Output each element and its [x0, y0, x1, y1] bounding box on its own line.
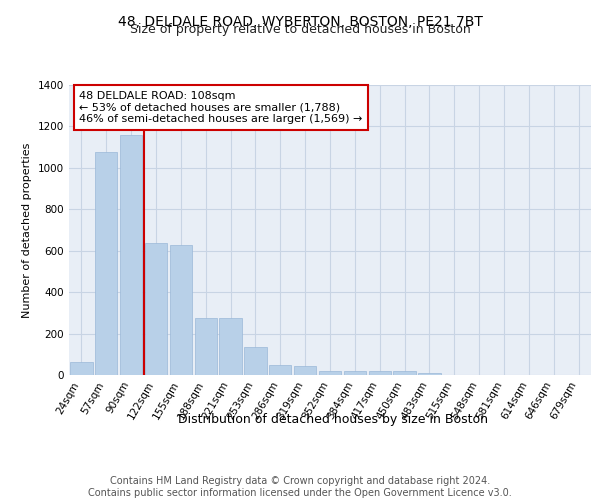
Bar: [70, 362, 92, 375]
Text: Distribution of detached houses by size in Boston: Distribution of detached houses by size …: [178, 412, 488, 426]
Bar: [394, 371, 416, 375]
Y-axis label: Number of detached properties: Number of detached properties: [22, 142, 32, 318]
Text: 48, DELDALE ROAD, WYBERTON, BOSTON, PE21 7BT: 48, DELDALE ROAD, WYBERTON, BOSTON, PE21…: [118, 15, 482, 29]
Bar: [170, 244, 192, 375]
Bar: [418, 373, 440, 375]
Text: 48 DELDALE ROAD: 108sqm
← 53% of detached houses are smaller (1,788)
46% of semi: 48 DELDALE ROAD: 108sqm ← 53% of detache…: [79, 91, 363, 124]
Bar: [244, 347, 266, 375]
Text: Size of property relative to detached houses in Boston: Size of property relative to detached ho…: [130, 22, 470, 36]
Text: Contains HM Land Registry data © Crown copyright and database right 2024.
Contai: Contains HM Land Registry data © Crown c…: [88, 476, 512, 498]
Bar: [145, 244, 167, 375]
Bar: [95, 152, 118, 375]
Bar: [344, 371, 366, 375]
Bar: [319, 371, 341, 375]
Bar: [368, 371, 391, 375]
Bar: [294, 366, 316, 375]
Bar: [120, 134, 142, 375]
Bar: [220, 318, 242, 375]
Bar: [269, 364, 292, 375]
Bar: [194, 318, 217, 375]
